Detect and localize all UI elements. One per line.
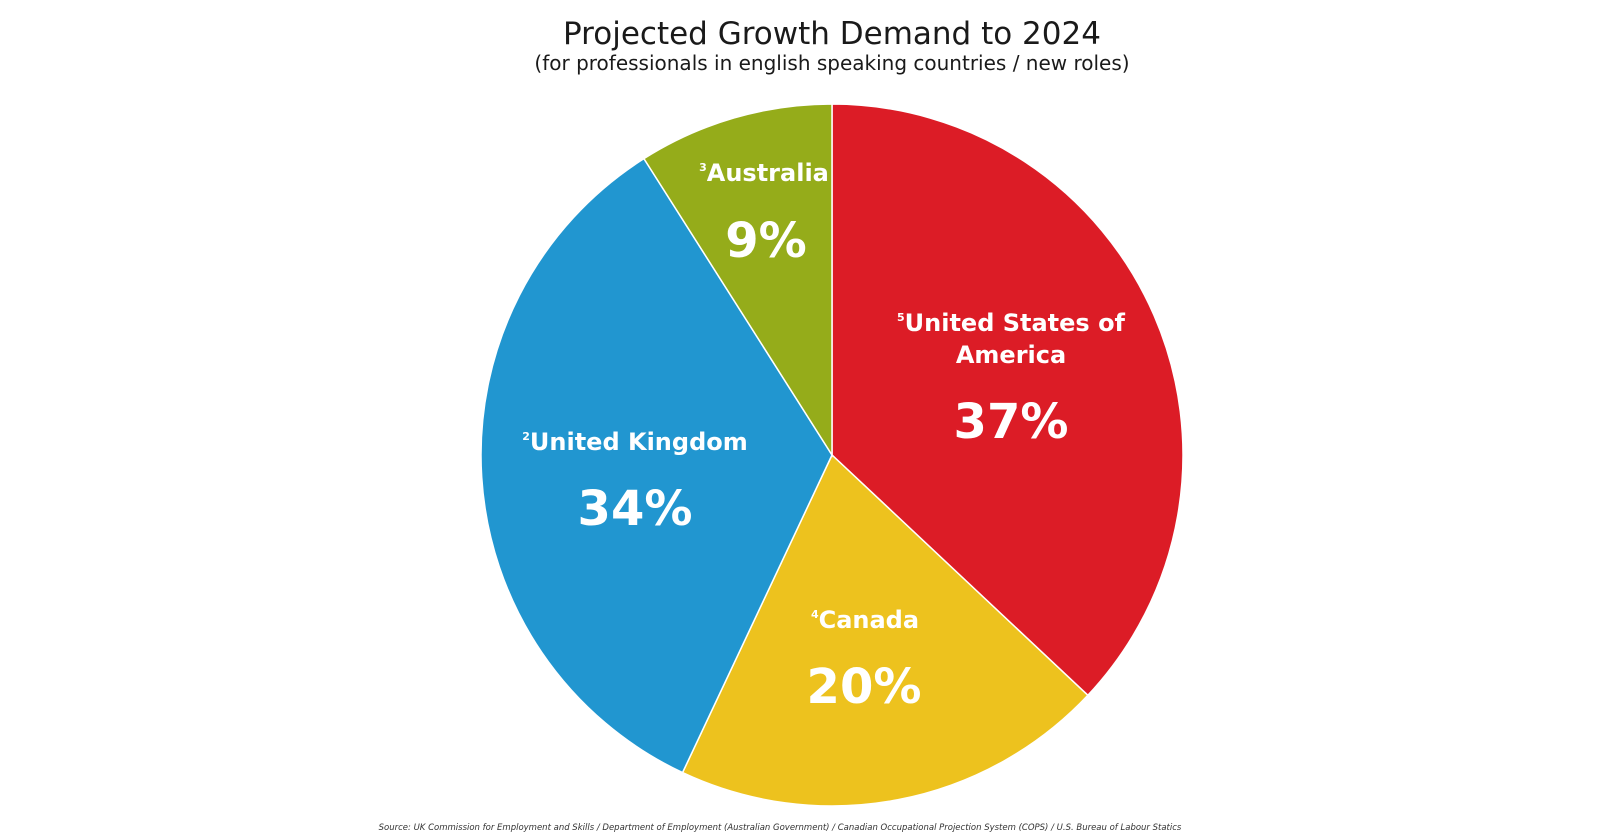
source-note: Source: UK Commission for Employment and…: [379, 823, 1182, 833]
slice-label-usa-line2: America: [956, 341, 1066, 369]
slice-value-australia: 9%: [725, 213, 807, 269]
pie-slice-canada: [681, 453, 1089, 807]
slice-label-usa: 5United States of: [897, 309, 1126, 337]
slice-value-canada: 20%: [807, 659, 922, 715]
pie-slice-australia: [642, 103, 833, 458]
slice-label-australia: 3Australia: [699, 159, 829, 187]
slice-value-usa: 37%: [954, 394, 1069, 450]
pie-slices: [480, 103, 1184, 807]
pie-slice-united-states-of-america: [831, 103, 1184, 697]
slice-label-uk: 2United Kingdom: [522, 428, 748, 456]
slice-label-canada: 4Canada: [811, 606, 919, 634]
pie-slice-united-kingdom: [480, 157, 833, 774]
slice-value-uk: 34%: [578, 481, 693, 537]
chart-subtitle: (for professionals in english speaking c…: [534, 51, 1129, 75]
chart-title: Projected Growth Demand to 2024: [563, 16, 1101, 52]
